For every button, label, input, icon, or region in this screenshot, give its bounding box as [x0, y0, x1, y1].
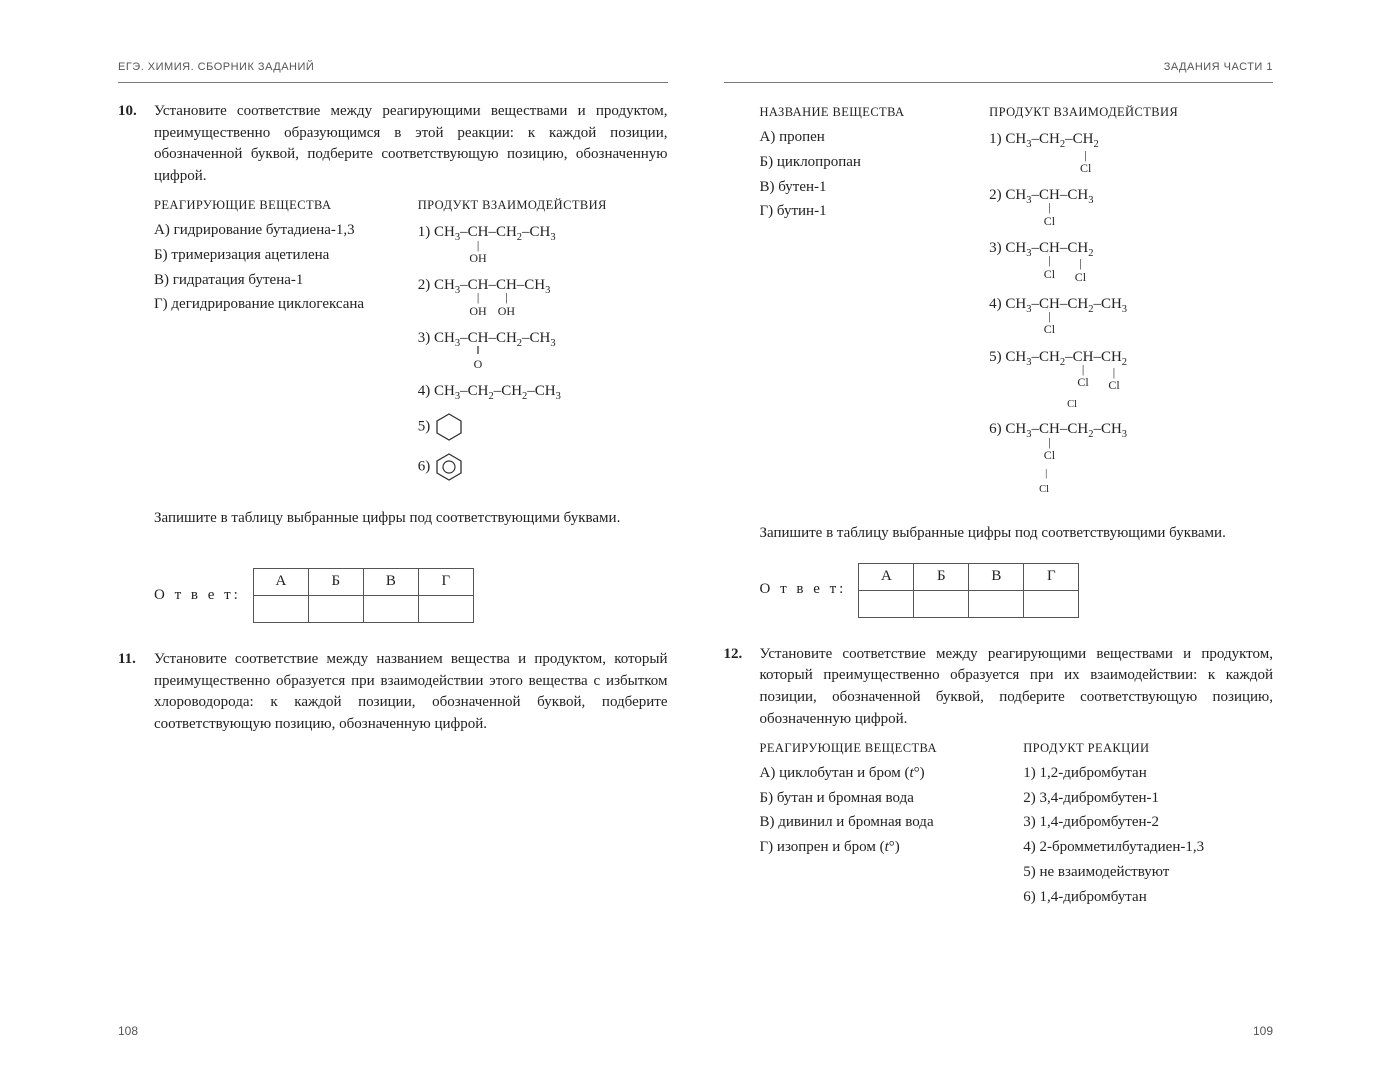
ans11-col-a: А [859, 563, 914, 590]
ans10-cell-g[interactable] [418, 595, 473, 622]
q11-product-5: 5) CH3–CH2–CH|Cl–CH2|Cl Cl [989, 349, 1273, 411]
answer-block-11: О т в е т: А Б В Г [760, 563, 1274, 618]
question-11: 11. Установите соответствие между назван… [118, 649, 668, 744]
ans10-col-a: А [253, 568, 308, 595]
page-left: ЕГЭ. ХИМИЯ. СБОРНИК ЗАДАНИЙ 10. Установи… [90, 60, 696, 1040]
ans11-col-g: Г [1024, 563, 1079, 590]
q12-r3: 3) 1,4-дибромбутен-2 [1023, 812, 1273, 834]
answer-table-11: А Б В Г [858, 563, 1079, 618]
q11-columns: НАЗВАНИЕ ВЕЩЕСТВА А) пропен Б) циклопроп… [760, 103, 1274, 507]
q12-r5: 5) не взаимодействуют [1023, 862, 1273, 884]
q11-note: Запишите в таблицу выбранные цифры под с… [760, 523, 1274, 545]
ans11-cell-v[interactable] [969, 590, 1024, 617]
question-10: 10. Установите соответствие между реагир… [118, 101, 668, 538]
q11-item-v: В) бутен-1 [760, 177, 976, 199]
q12-r1: 1) 1,2-дибромбутан [1023, 763, 1273, 785]
ans11-cell-a[interactable] [859, 590, 914, 617]
q11-text: Установите соответствие между названием … [154, 649, 668, 736]
page-number-right: 109 [724, 1003, 1274, 1040]
ans10-cell-b[interactable] [308, 595, 363, 622]
q11-item-a: А) пропен [760, 127, 976, 149]
q11-product-3: 3) CH3–CH|Cl–CH2|Cl [989, 240, 1273, 286]
q11-product-1: 1) CH3–CH2–CH2|Cl [989, 131, 1273, 177]
q10-number: 10. [118, 101, 154, 538]
q10-product-4: 4) CH3–CH2–CH2–CH3 [418, 383, 668, 403]
q12-right-head: ПРОДУКТ РЕАКЦИИ [1023, 739, 1273, 757]
q10-product-5: 5) [418, 412, 668, 442]
answer-block-10: О т в е т: А Б В Г [154, 568, 668, 623]
q12-number: 12. [724, 644, 760, 912]
q11-product-6: 6) CH3–CH|Cl–CH2–CH3 | Cl [989, 421, 1273, 497]
ans11-col-v: В [969, 563, 1024, 590]
q10-product-2: 2) CH3–CH|OH–CH|OH–CH3 [418, 277, 668, 320]
answer-label-11: О т в е т: [760, 579, 847, 601]
page-number-left: 108 [118, 1003, 668, 1040]
q11-item-g: Г) бутин-1 [760, 201, 976, 223]
q11-right-head: ПРОДУКТ ВЗАИМОДЕЙСТВИЯ [989, 103, 1273, 121]
answer-table-10: А Б В Г [253, 568, 474, 623]
q11-item-b: Б) циклопропан [760, 152, 976, 174]
question-12: 12. Установите соответствие между реагир… [724, 644, 1274, 912]
benzene-icon [434, 452, 464, 482]
q10-product-1: 1) CH3–CH|OH–CH2–CH3 [418, 224, 668, 267]
q11-product-4: 4) CH3–CH|Cl–CH2–CH3 [989, 296, 1273, 339]
q12-left-head: РЕАГИРУЮЩИЕ ВЕЩЕСТВА [760, 739, 1010, 757]
ans10-cell-a[interactable] [253, 595, 308, 622]
q10-note: Запишите в таблицу выбранные цифры под с… [154, 508, 668, 530]
q12-item-a: А) циклобутан и бром (t°) [760, 763, 1010, 785]
q12-r4: 4) 2-бромметилбутадиен-1,3 [1023, 837, 1273, 859]
q10-item-a: А) гидрирование бутадиена-1,3 [154, 220, 404, 242]
q10-left-head: РЕАГИРУЮЩИЕ ВЕЩЕСТВА [154, 196, 404, 214]
ans10-cell-v[interactable] [363, 595, 418, 622]
q12-text: Установите соответствие между реагирующи… [760, 644, 1274, 731]
running-head-left: ЕГЭ. ХИМИЯ. СБОРНИК ЗАДАНИЙ [118, 60, 668, 83]
ans10-col-b: Б [308, 568, 363, 595]
q10-item-v: В) гидратация бутена-1 [154, 270, 404, 292]
q11-product-2: 2) CH3–CH|Cl–CH3 [989, 187, 1273, 230]
q11-number: 11. [118, 649, 154, 744]
q10-item-b: Б) тримеризация ацетилена [154, 245, 404, 267]
q12-item-b: Б) бутан и бромная вода [760, 788, 1010, 810]
q12-item-g: Г) изопрен и бром (t°) [760, 837, 1010, 859]
q10-text: Установите соответствие между реагирующи… [154, 101, 668, 188]
q12-item-v: В) дивинил и бромная вода [760, 812, 1010, 834]
ans10-col-v: В [363, 568, 418, 595]
q10-product-3: 3) CH3–CH‖O–CH2–CH3 [418, 330, 668, 373]
ans11-cell-g[interactable] [1024, 590, 1079, 617]
q10-product-6: 6) [418, 452, 668, 482]
q10-item-g: Г) дегидрирование циклогексана [154, 294, 404, 316]
q12-r2: 2) 3,4-дибромбутен-1 [1023, 788, 1273, 810]
answer-label-10: О т в е т: [154, 585, 241, 607]
ans10-col-g: Г [418, 568, 473, 595]
q10-right-head: ПРОДУКТ ВЗАИМОДЕЙСТВИЯ [418, 196, 668, 214]
q11-left-head: НАЗВАНИЕ ВЕЩЕСТВА [760, 103, 976, 121]
page-right: ЗАДАНИЯ ЧАСТИ 1 НАЗВАНИЕ ВЕЩЕСТВА А) про… [696, 60, 1302, 1040]
running-head-right: ЗАДАНИЯ ЧАСТИ 1 [724, 60, 1274, 83]
ans11-col-b: Б [914, 563, 969, 590]
hexagon-icon [434, 412, 464, 442]
ans11-cell-b[interactable] [914, 590, 969, 617]
q12-r6: 6) 1,4-дибромбутан [1023, 887, 1273, 909]
